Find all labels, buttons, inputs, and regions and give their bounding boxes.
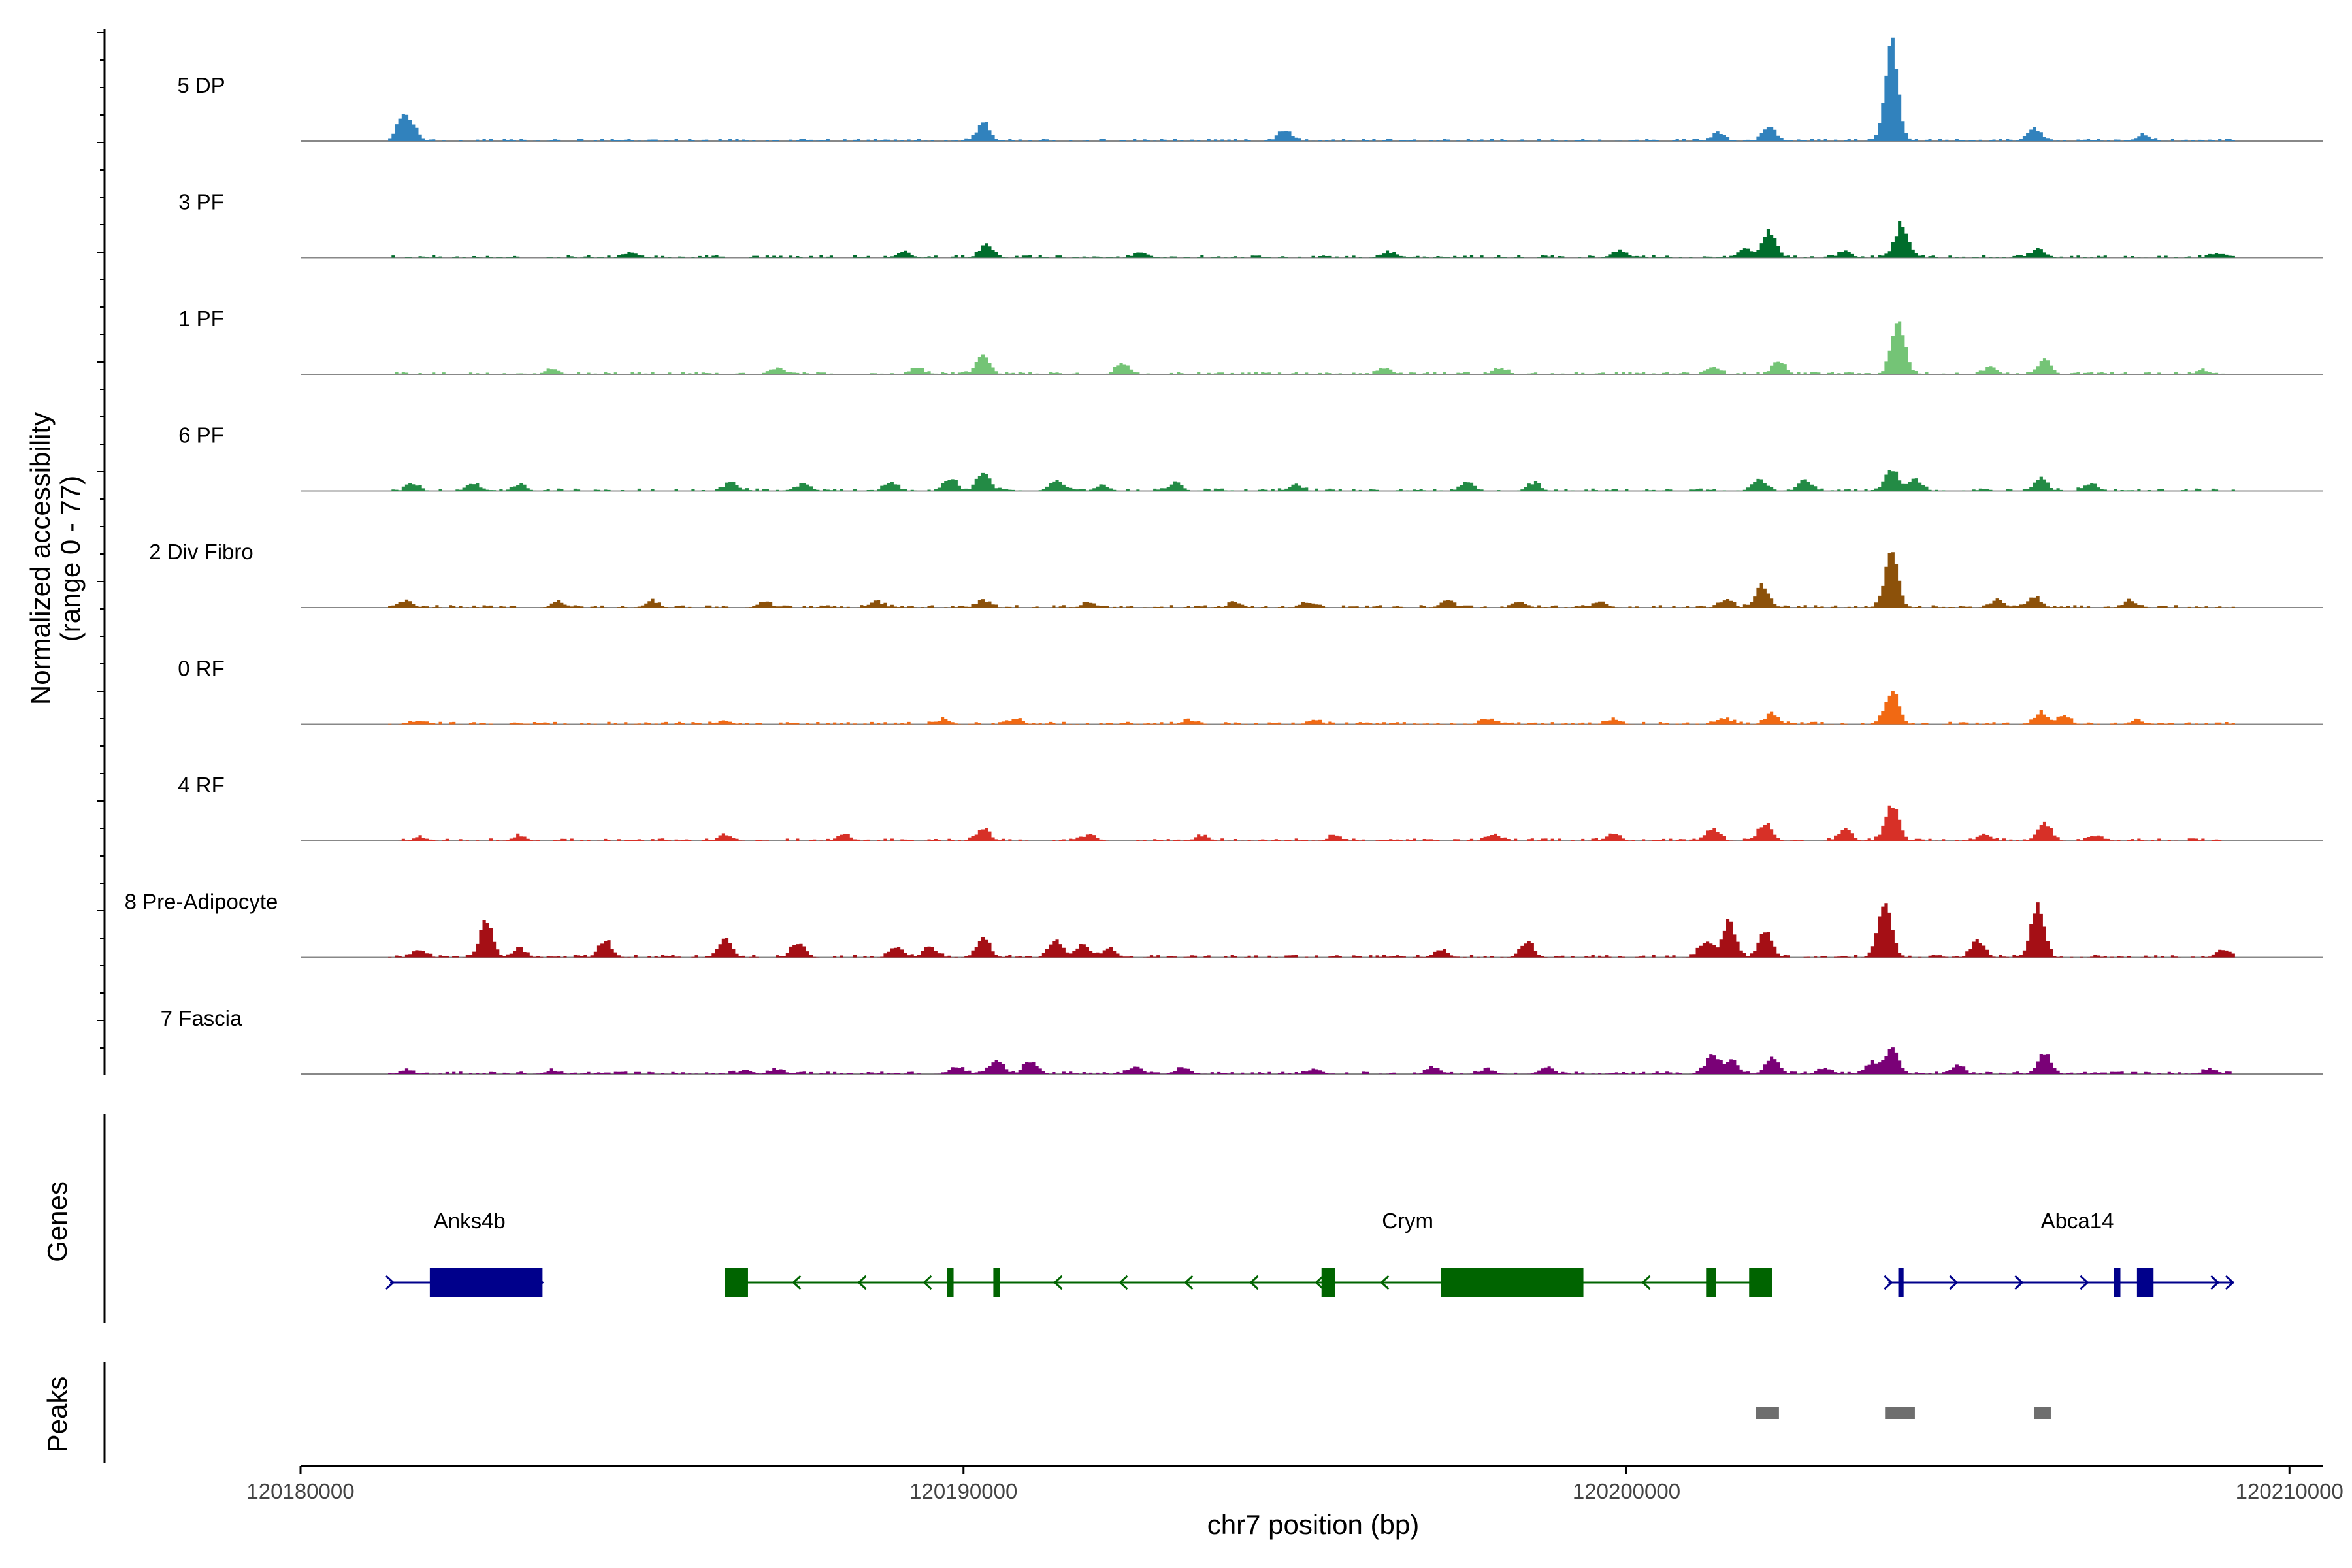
coverage-area [301,691,2323,725]
strand-arrow [1949,1275,1959,1290]
gene-exon [1706,1268,1716,1297]
x-axis: 120180000 120190000 120200000 120210000 [246,1465,2344,1503]
strand-arrow [1884,1275,1893,1290]
peak-region [1885,1407,1915,1419]
gene-exon [947,1268,954,1297]
coverage-area [301,470,2323,491]
x-tick-label: 120200000 [1573,1479,1680,1503]
gene-exon [1441,1268,1584,1297]
genes-axis-title: Genes [42,1181,73,1262]
track-7-fascia: 7 Fascia [161,1006,2323,1075]
strand-arrow [1641,1275,1651,1290]
strand-arrow [1249,1275,1259,1290]
gene-label: Crym [1382,1209,1433,1233]
gene-crym: Crym [725,1209,1772,1297]
strand-arrow [923,1275,932,1290]
strand-arrow [1315,1275,1324,1290]
track-label: 8 Pre-Adipocyte [125,890,278,914]
gene-exon [993,1268,1000,1297]
strand-arrow [2225,1275,2235,1290]
track-label: 3 PF [178,190,224,214]
strand-arrow [1119,1275,1128,1290]
track-6-pf: 6 PF [178,423,2323,492]
gene-anks4b: Anks4b [385,1209,544,1297]
gene-exon [1898,1268,1904,1297]
track-0-rf: 0 RF [178,657,2323,725]
peak-region [2034,1407,2051,1419]
gene-exon [1321,1268,1335,1297]
x-tick-label: 120210000 [2236,1479,2344,1503]
gene-exon [2114,1268,2121,1297]
coverage-area [301,805,2323,841]
gene-exon [1749,1268,1772,1297]
strand-arrow [857,1275,867,1290]
x-tick-label: 120180000 [246,1479,354,1503]
y-axis-title-line2: (range 0 - 77) [55,476,86,642]
coverage-area [301,552,2323,608]
track-3-pf: 3 PF [178,190,2323,259]
strand-arrow [1380,1275,1390,1290]
gene-exon [2136,1268,2154,1297]
gene-annotation-track: Anks4b Crym Abca14 [385,1209,2235,1297]
coverage-area [301,1047,2323,1074]
peaks-axis-title: Peaks [42,1377,73,1453]
track-label: 1 PF [178,306,224,331]
strand-arrow [1184,1275,1194,1290]
y-axis-title-line1: Normalized accessibility [25,412,56,705]
track-2-div-fibro: 2 Div Fibro [149,540,2323,608]
coverage-tracks: 5 DP 3 PF 1 PF 6 PF 2 Div Fibro 0 RF 4 RF 8 Pre… [125,37,2323,1075]
peaks-track [1756,1407,2051,1419]
gene-abca14: Abca14 [1884,1209,2235,1297]
track-label: 4 RF [178,773,225,797]
gene-exon [725,1268,748,1297]
track-label: 5 DP [177,73,225,97]
y-axis [97,29,106,1463]
track-label: 6 PF [178,423,224,448]
coverage-area [301,321,2323,374]
track-8-pre-adipocyte: 8 Pre-Adipocyte [125,890,2323,958]
strand-arrow [2210,1275,2220,1290]
track-4-rf: 4 RF [178,773,2323,841]
track-label: 7 Fascia [161,1006,242,1030]
coverage-area [301,221,2323,258]
track-label: 0 RF [178,657,225,681]
strand-arrow [2014,1275,2024,1290]
coverage-area [301,902,2323,958]
x-axis-title: chr7 position (bp) [1207,1509,1420,1540]
strand-arrow [792,1275,802,1290]
track-1-pf: 1 PF [178,306,2323,375]
gene-exon [429,1268,543,1297]
coverage-area [301,37,2323,142]
gene-label: Abca14 [2041,1209,2114,1233]
track-label: 2 Div Fibro [149,540,253,564]
track-5-dp: 5 DP [177,37,2323,142]
gene-label: Anks4b [434,1209,506,1233]
x-tick-label: 120190000 [909,1479,1017,1503]
peak-region [1756,1407,1779,1419]
strand-arrow [385,1275,395,1290]
strand-arrow [2080,1275,2089,1290]
strand-arrow [1053,1275,1063,1290]
